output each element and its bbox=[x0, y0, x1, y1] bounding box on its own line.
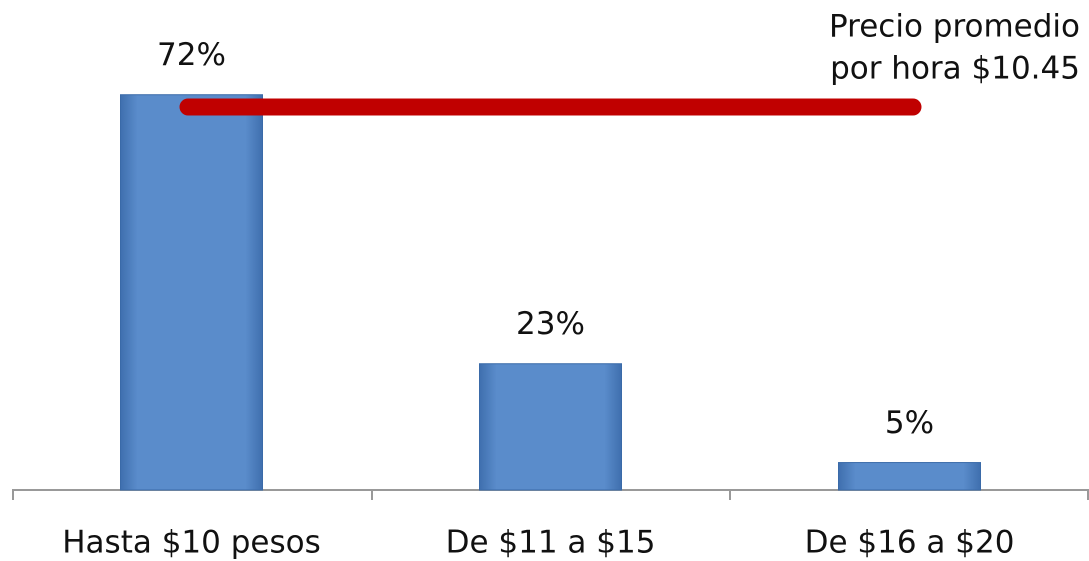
x-ticks bbox=[12, 490, 1089, 500]
bar bbox=[479, 363, 622, 491]
x-tick-label: De $16 a $20 bbox=[805, 525, 1015, 561]
x-tick-label: Hasta $10 pesos bbox=[62, 525, 321, 561]
value-label: 72% bbox=[157, 37, 226, 73]
bars bbox=[120, 94, 981, 491]
value-label: 5% bbox=[885, 405, 934, 441]
value-label: 23% bbox=[516, 306, 585, 342]
bar bbox=[838, 462, 981, 491]
x-tick-label: De $11 a $15 bbox=[446, 525, 656, 561]
annotation: Precio promedio bbox=[829, 9, 1080, 45]
bar bbox=[120, 94, 263, 491]
annotation: por hora $10.45 bbox=[830, 51, 1080, 87]
